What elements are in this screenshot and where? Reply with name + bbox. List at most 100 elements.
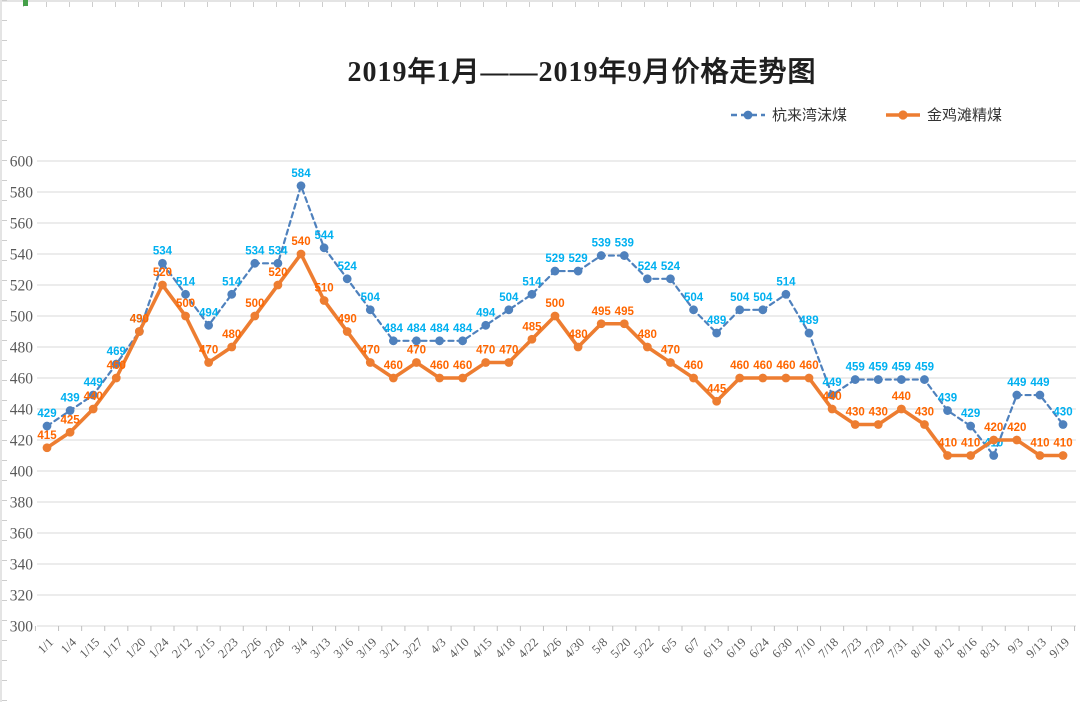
data-point-marker <box>504 305 514 315</box>
data-point-marker <box>827 404 837 414</box>
data-point-label: 439 <box>60 393 79 405</box>
data-point-label: 410 <box>961 438 980 450</box>
data-point-marker <box>1035 451 1045 460</box>
data-point-label: 539 <box>615 238 634 250</box>
data-point-marker <box>458 373 468 383</box>
data-point-marker <box>42 421 52 431</box>
legend-item-hanglaiwan[interactable]: 杭来湾沫煤 <box>730 104 847 125</box>
data-point-label: 514 <box>522 276 542 288</box>
x-axis-category-label: 8/12 <box>931 635 957 661</box>
data-point-marker <box>920 375 929 384</box>
data-point-label: 429 <box>37 408 56 420</box>
data-point-marker <box>758 373 768 383</box>
data-point-marker <box>758 305 768 315</box>
data-point-label: 500 <box>545 298 564 310</box>
legend-item-jinjitan[interactable]: 金鸡滩精煤 <box>885 104 1002 125</box>
data-point-label: 494 <box>476 307 496 319</box>
data-point-marker <box>388 373 398 383</box>
data-point-marker <box>1035 390 1045 400</box>
data-point-marker <box>573 266 583 276</box>
x-axis-category-label: 7/29 <box>862 635 888 661</box>
data-point-marker <box>435 336 444 346</box>
data-point-label: 430 <box>869 407 888 419</box>
data-point-marker <box>342 327 352 336</box>
data-point-marker <box>296 249 306 259</box>
data-point-marker <box>943 406 952 415</box>
x-axis-category-label: 8/16 <box>954 635 980 661</box>
data-point-label: 430 <box>915 407 934 419</box>
data-point-marker <box>666 358 675 367</box>
y-axis-tick-label: 480 <box>10 340 34 357</box>
x-axis-category-label: 5/22 <box>631 635 657 661</box>
data-point-label: 459 <box>869 362 888 374</box>
y-axis-tick-label: 440 <box>10 402 34 419</box>
data-point-marker <box>850 375 860 384</box>
data-point-label: 470 <box>407 345 426 357</box>
y-axis-tick-label: 540 <box>10 247 34 264</box>
data-point-label: 490 <box>338 314 357 326</box>
data-point-label: 459 <box>892 362 911 374</box>
data-point-marker <box>458 336 468 346</box>
x-axis-category-label: 5/8 <box>589 635 610 656</box>
left-edge-ticks <box>0 0 10 702</box>
data-point-marker <box>65 427 75 437</box>
data-point-label: 470 <box>199 345 218 357</box>
x-axis-category-label: 2/15 <box>192 635 218 661</box>
x-axis-category-label: 4/30 <box>562 635 588 661</box>
x-axis-category-label: 3/13 <box>308 635 334 661</box>
x-axis-category-label: 9/13 <box>1023 635 1049 661</box>
x-axis-category-label: 7/23 <box>839 635 865 661</box>
data-point-label: 494 <box>199 307 219 319</box>
x-axis-category-label: 2/28 <box>261 635 287 661</box>
data-point-label: 504 <box>361 292 381 304</box>
data-point-marker <box>873 420 883 429</box>
x-axis-category-label: 2/26 <box>238 635 264 661</box>
data-point-label: 529 <box>545 253 564 265</box>
data-point-marker <box>1058 451 1068 460</box>
data-point-label: 495 <box>615 306 635 318</box>
data-point-marker <box>989 451 999 460</box>
data-point-marker <box>596 251 606 260</box>
x-axis-category-label: 1/20 <box>123 635 149 661</box>
data-point-marker <box>804 373 814 383</box>
data-point-label: 489 <box>799 315 818 327</box>
data-point-label: 510 <box>314 283 333 295</box>
data-point-marker <box>896 404 906 414</box>
data-point-marker <box>412 336 421 346</box>
x-axis-category-label: 5/20 <box>608 635 634 661</box>
data-point-label: 460 <box>107 360 126 372</box>
legend-dashed-line-marker-icon <box>730 110 765 119</box>
data-point-label: 469 <box>107 346 126 358</box>
data-point-label: 425 <box>60 414 80 426</box>
data-point-marker <box>920 420 929 429</box>
data-point-marker <box>319 296 329 305</box>
x-axis-category-label: 1/1 <box>35 635 56 656</box>
data-point-marker <box>642 342 652 352</box>
data-point-label: 449 <box>1030 377 1049 389</box>
x-axis-category-label: 3/16 <box>331 635 357 661</box>
x-axis-category-label: 1/4 <box>58 635 80 657</box>
data-point-label: 480 <box>568 329 587 341</box>
data-point-label: 489 <box>707 315 726 327</box>
data-point-marker <box>689 305 698 315</box>
x-axis-category-label: 8/31 <box>977 635 1003 661</box>
x-axis-category-label: 6/13 <box>700 635 726 661</box>
data-point-marker <box>365 358 375 367</box>
x-axis-category-label: 7/18 <box>816 635 842 661</box>
x-axis-category-label: 7/10 <box>792 635 818 661</box>
data-point-label: 480 <box>638 329 657 341</box>
x-axis-category-label: 6/7 <box>681 635 702 656</box>
data-point-marker <box>527 334 537 344</box>
data-point-label: 460 <box>453 360 472 372</box>
x-axis-category-label: 2/23 <box>215 635 241 661</box>
data-point-label: 500 <box>176 298 195 310</box>
y-axis-tick-label: 380 <box>10 495 34 512</box>
y-axis-tick-label: 300 <box>10 619 34 636</box>
data-point-marker <box>88 390 98 400</box>
data-point-marker <box>111 373 121 383</box>
data-point-marker <box>504 358 514 367</box>
data-point-marker <box>273 258 283 268</box>
data-point-label: 524 <box>661 261 681 273</box>
y-axis-tick-label: 520 <box>10 278 34 295</box>
